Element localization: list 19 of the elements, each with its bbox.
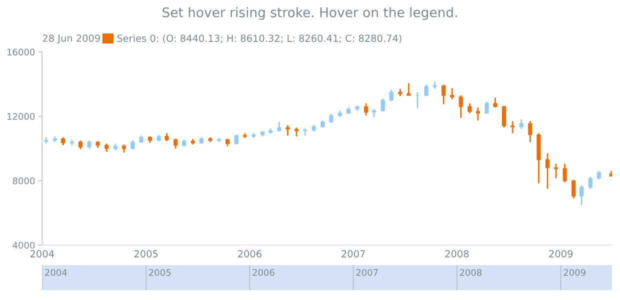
text: 2006 — [252, 269, 274, 276]
text: 2009 — [564, 269, 586, 276]
legend-label: Series 0: (O: 8440.13; H: 8610.32; L: 8260.41; C: 8280.74) — [117, 34, 402, 44]
x-tick-label: 2009 — [549, 250, 573, 258]
text: 2004 — [45, 269, 67, 276]
y-tick-label: 16000 — [7, 48, 35, 56]
text: 2007 — [356, 269, 378, 276]
y-tick-label: 12000 — [7, 113, 35, 120]
text: 2008 — [460, 269, 482, 276]
x-tick-label: 2007 — [342, 250, 365, 258]
x-tick-label: 2008 — [445, 250, 469, 258]
x-tick-label: 2004 — [30, 250, 54, 258]
x-tick-label: 2005 — [134, 250, 158, 258]
y-tick-label: 8000 — [12, 177, 35, 184]
text: 2005 — [149, 269, 171, 276]
x-tick-label: 2006 — [238, 250, 262, 258]
text: 28 Jun 2009 — [42, 34, 100, 44]
chart-title: Set hover rising stroke. Hover on the legend. — [162, 7, 457, 20]
y-tick-label: 4000 — [12, 242, 35, 249]
